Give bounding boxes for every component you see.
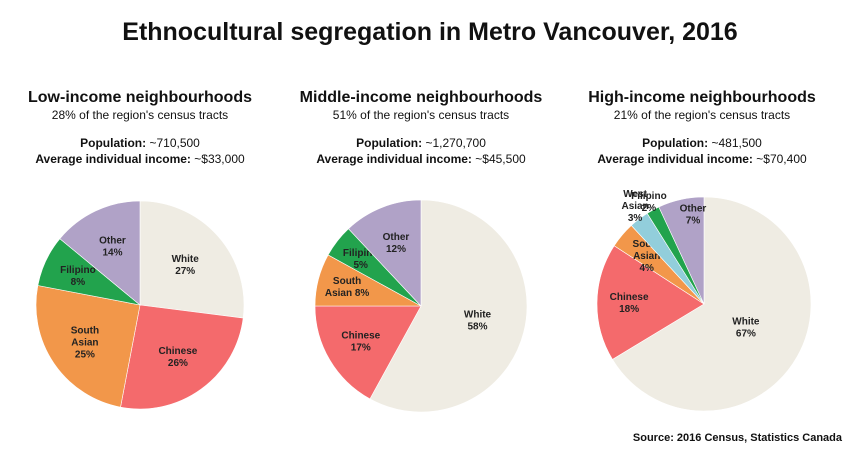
income-label: Average individual income: — [35, 152, 191, 166]
slice-other — [59, 200, 141, 306]
panel-middle-income: Middle-income neighbourhoods 51% of the … — [271, 88, 571, 167]
slice-white — [369, 199, 528, 413]
slice-other — [658, 196, 705, 305]
population-label: Population: — [80, 136, 147, 150]
panel-title: Low-income neighbourhoods — [28, 89, 252, 106]
slice-label-chinese: Chinese 18% — [610, 292, 649, 315]
slice-label-chinese: Chinese 26% — [158, 346, 197, 369]
panel-subtitle: 21% of the region's census tracts — [613, 108, 791, 122]
income-value: ~$70,400 — [756, 152, 807, 166]
income-label: Average individual income: — [597, 152, 753, 166]
slice-chinese — [596, 245, 705, 360]
pie-chart-low-income-neighbourhoods: White 27% Chinese 26% South Asian 25% Filipino 8… — [35, 200, 245, 410]
slice-label-south-asian: South Asian 25% — [71, 325, 99, 360]
pie-chart-high-income-neighbourhoods: White 67% Chinese 18% South Asian 4% West Asian 3… — [596, 189, 812, 412]
pie-chart-middle-income-neighbourhoods: White 58% Chinese 17% South Asian 8% Filipino 5… — [314, 199, 528, 413]
panel-low-income: Low-income neighbourhoods 28% of the reg… — [0, 88, 290, 167]
slice-label-white: White 58% — [464, 310, 492, 333]
income-value: ~$45,500 — [475, 152, 526, 166]
slice-label-chinese: Chinese 17% — [341, 331, 380, 354]
slice-label-filipino: Filipino 8% — [60, 265, 96, 288]
panel-high-income: High-income neighbourhoods 21% of the re… — [552, 88, 852, 167]
slice-label-white: White 67% — [732, 317, 760, 340]
slice-chinese — [314, 305, 422, 400]
panel-title: Middle-income neighbourhoods — [299, 89, 543, 106]
income-label: Average individual income: — [316, 152, 472, 166]
slice-label-west-asian: West Asian 3% — [621, 189, 648, 224]
slice-south-asian — [35, 285, 141, 408]
population-label: Population: — [356, 136, 423, 150]
slice-label-white: White 27% — [172, 254, 200, 277]
panel-title: High-income neighbourhoods — [588, 89, 816, 106]
population-value: ~1,270,700 — [425, 136, 486, 150]
panel-subtitle: 28% of the region's census tracts — [51, 108, 229, 122]
slice-white — [139, 200, 245, 319]
panel-subtitle: 51% of the region's census tracts — [332, 108, 510, 122]
slice-label-other: Other 7% — [680, 203, 707, 226]
slice-label-other: Other 14% — [99, 236, 126, 259]
slice-label-south-asian: South Asian 8% — [325, 276, 370, 299]
slice-label-filipino: Filipino 5% — [343, 248, 379, 271]
slice-chinese — [120, 304, 244, 410]
source-note: Source: 2016 Census, Statistics Canada — [632, 432, 842, 444]
population-label: Population: — [642, 136, 709, 150]
slice-label-filipino: Filipino 2% — [631, 191, 667, 214]
slice-label-south-asian: South Asian 4% — [633, 239, 661, 274]
population-value: ~481,500 — [711, 136, 762, 150]
chart-title: Ethnocultural segregation in Metro Vanco… — [122, 18, 738, 46]
income-value: ~$33,000 — [194, 152, 245, 166]
slice-other — [348, 199, 422, 307]
population-value: ~710,500 — [149, 136, 200, 150]
slice-label-other: Other 12% — [383, 232, 410, 255]
slice-white — [612, 196, 812, 412]
